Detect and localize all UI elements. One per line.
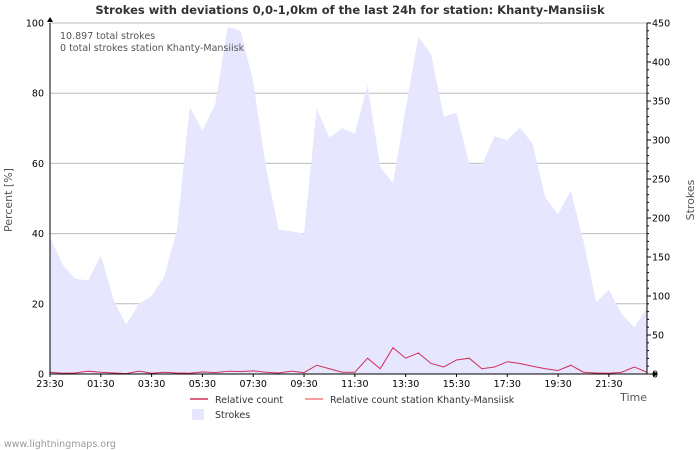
x-axis-arrow-icon <box>653 371 658 377</box>
x-tick-label-11: 21:30 <box>595 379 622 390</box>
right-tick-label-250: 250 <box>652 175 670 186</box>
y-axis-label-right: Strokes <box>684 179 697 220</box>
left-tick-label-80: 80 <box>32 89 44 100</box>
x-tick-label-2: 03:30 <box>138 379 165 390</box>
x-tick-label-10: 19:30 <box>544 379 571 390</box>
x-tick-label-4: 07:30 <box>240 379 267 390</box>
y-axis-label-left: Percent [%] <box>2 168 15 232</box>
relative-count-line <box>49 346 648 375</box>
footer-source: www.lightningmaps.org <box>4 439 116 450</box>
left-tick-label-20: 20 <box>32 299 44 310</box>
axes <box>47 17 658 377</box>
x-tick-label-5: 09:30 <box>290 379 317 390</box>
right-tick-label-100: 100 <box>652 292 670 303</box>
chart-title: Strokes with deviations 0,0-1,0km of the… <box>95 3 605 17</box>
relative-count-layer <box>49 346 648 375</box>
right-tick-label-350: 350 <box>652 97 670 108</box>
x-tick-label-7: 13:30 <box>392 379 419 390</box>
legend-label-2: Strokes <box>215 410 250 421</box>
left-tick-label-0: 0 <box>38 370 44 381</box>
left-tick-label-40: 40 <box>32 229 44 240</box>
y-axis-arrow-icon <box>47 17 53 22</box>
right-tick-label-0: 0 <box>652 370 658 381</box>
right-axis-ticks: 0 50 100 150 200 250 300 350 400 450 <box>647 19 670 381</box>
x-tick-label-8: 15:30 <box>443 379 470 390</box>
x-tick-label-1: 01:30 <box>87 379 114 390</box>
legend: Relative count Relative count station Kha… <box>190 395 515 421</box>
x-tick-label-9: 17:30 <box>494 379 521 390</box>
x-axis-ticks: 23:30 01:30 03:30 05:30 07:30 09:30 11:30 13:30… <box>36 374 623 390</box>
strokes-area <box>50 26 647 375</box>
right-tick-label-400: 400 <box>652 58 670 69</box>
right-tick-label-300: 300 <box>652 136 670 147</box>
legend-label-1: Relative count station Khanty-Mansiisk <box>330 395 515 406</box>
x-tick-label-3: 05:30 <box>189 379 216 390</box>
x-tick-label-6: 11:30 <box>341 379 368 390</box>
annotation-total-strokes: 10.897 total strokes <box>60 31 155 42</box>
right-tick-label-450: 450 <box>652 19 670 30</box>
annotation-station-strokes: 0 total strokes station Khanty-Mansiisk <box>60 43 245 54</box>
x-axis-label: Time <box>619 391 647 404</box>
legend-label-0: Relative count <box>215 395 283 406</box>
left-axis-ticks: 0 20 40 60 80 100 <box>26 19 44 381</box>
left-tick-label-60: 60 <box>32 159 44 170</box>
strokes-area-layer <box>50 26 647 375</box>
legend-swatch-2 <box>192 409 204 420</box>
x-tick-label-0: 23:30 <box>36 379 63 390</box>
right-tick-label-50: 50 <box>652 331 664 342</box>
right-tick-label-150: 150 <box>652 253 670 264</box>
right-tick-label-200: 200 <box>652 214 670 225</box>
left-tick-label-100: 100 <box>26 19 44 30</box>
